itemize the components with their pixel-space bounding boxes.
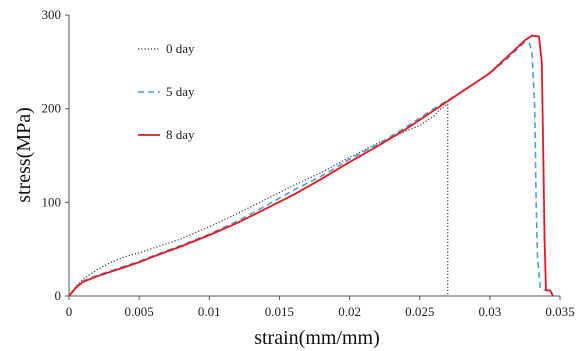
y-tick-label: 300 [42,7,62,22]
series-line-0-day [68,103,449,297]
series-line-5-day [68,41,547,297]
series-line-8-day [68,34,554,297]
axes-layer [68,15,560,297]
x-tick-label: 0.01 [198,304,221,319]
y-tick-label: 100 [42,194,62,209]
y-axis-label: stress(MPa) [13,107,35,203]
legend: 0 day 5 day 8 day [138,41,195,142]
x-tick-label: 0 [66,304,73,319]
legend-label: 8 day [166,127,195,142]
x-tick-label: 0.035 [545,304,574,319]
x-tick-label: 0.015 [265,304,294,319]
x-tick-label: 0.025 [405,304,434,319]
y-tick-label: 200 [42,101,62,116]
x-tick-label: 0.03 [478,304,501,319]
y-tick-label: 0 [55,288,62,303]
x-tick-label: 0.005 [125,304,154,319]
legend-label: 0 day [166,41,195,56]
x-tick-label: 0.02 [338,304,361,319]
x-axis-label: strain(mm/mm) [254,327,380,349]
ticks-layer: 0 0.005 0.01 0.015 0.02 0.025 0.03 0.035 0 100 200… [42,7,575,319]
legend-label: 5 day [166,84,195,99]
series-layer [68,34,554,297]
